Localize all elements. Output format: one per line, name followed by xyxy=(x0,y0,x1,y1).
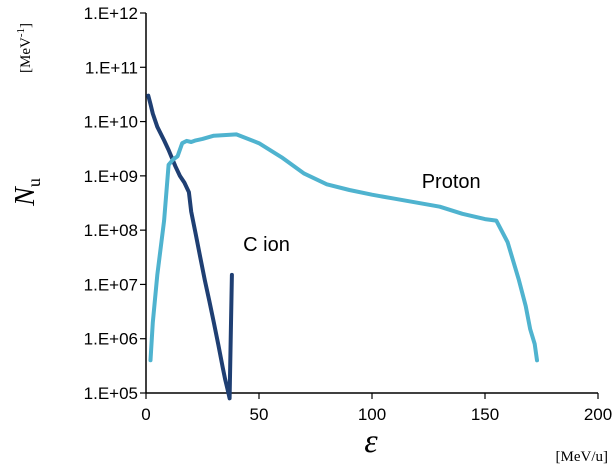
y-tick-label: 1.E+06 xyxy=(84,330,138,349)
annotation-proton: Proton xyxy=(422,171,481,193)
y-axis-unit-exp: -1 xyxy=(15,28,27,37)
y-axis-label-sub: u xyxy=(24,178,44,187)
series-layer xyxy=(146,93,539,401)
annotation-c-ion: C ion xyxy=(243,234,290,256)
series-proton-line xyxy=(148,132,539,363)
y-axis-unit-close: ] xyxy=(18,23,34,28)
annotation-layer: C ion Proton xyxy=(243,171,480,256)
x-tick-label: 150 xyxy=(471,405,499,424)
y-axis-label: Nu xyxy=(10,178,44,207)
y-tick-label: 1.E+08 xyxy=(84,221,138,240)
x-tick-label: 50 xyxy=(250,405,269,424)
x-tick-label: 100 xyxy=(358,405,386,424)
y-axis-label-main: N xyxy=(10,186,41,207)
y-axis-unit-base: [MeV xyxy=(18,37,34,73)
x-tick-label: 200 xyxy=(584,405,612,424)
y-tick-label: 1.E+10 xyxy=(84,113,138,132)
y-tick-label: 1.E+09 xyxy=(84,167,138,186)
y-tick-label: 1.E+07 xyxy=(84,275,138,294)
y-tick-label: 1.E+05 xyxy=(84,384,138,403)
y-tick-label: 1.E+11 xyxy=(85,58,138,77)
x-tick-label: 0 xyxy=(141,405,150,424)
ticks: 1.E+05 1.E+06 1.E+07 1.E+08 1.E+09 1.E+10 1.E+… xyxy=(84,4,613,424)
series-c-ion-line xyxy=(146,93,234,401)
y-tick-label: 1.E+12 xyxy=(84,4,138,23)
x-axis-label: ε xyxy=(364,423,378,460)
x-axis-unit: [MeV/u] xyxy=(556,449,609,465)
y-axis-unit: [MeV-1] xyxy=(15,23,34,73)
